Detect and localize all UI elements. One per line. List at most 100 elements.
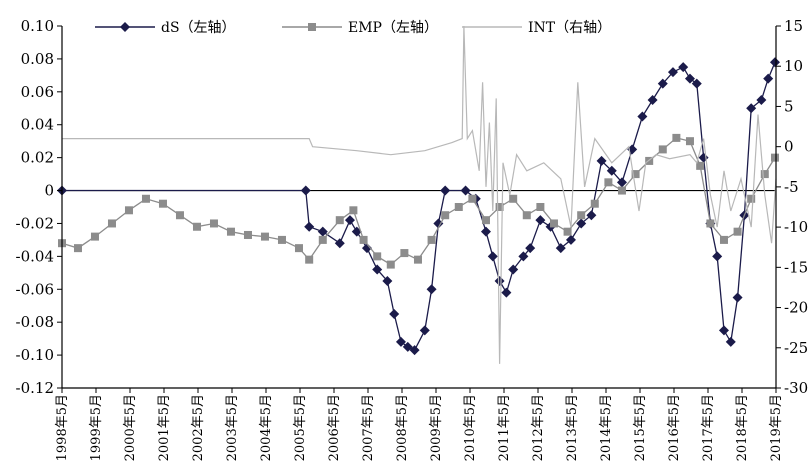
x-axis-tick-label: 2002年5月 xyxy=(191,394,206,461)
series-line xyxy=(62,61,776,352)
x-axis-tick-label: 2018年5月 xyxy=(735,394,750,461)
data-point xyxy=(691,78,702,89)
series-2 xyxy=(62,25,777,364)
data-point xyxy=(672,133,681,142)
left-axis-tick-label: -0.10 xyxy=(16,346,54,364)
data-point xyxy=(344,215,355,226)
data-point xyxy=(277,235,286,244)
data-point xyxy=(386,260,395,269)
x-axis-tick-label: 2003年5月 xyxy=(225,394,240,461)
data-point xyxy=(480,226,491,237)
data-point xyxy=(763,73,774,84)
x-axis-tick-label: 2014年5月 xyxy=(599,394,614,461)
data-point xyxy=(487,251,498,262)
data-point xyxy=(535,215,546,226)
x-axis-tick-label: 1998年5月 xyxy=(55,394,70,461)
legend-marker xyxy=(308,23,316,31)
right-axis-tick-label: 15 xyxy=(784,17,803,35)
data-point xyxy=(226,227,235,236)
data-point xyxy=(243,230,252,239)
data-point xyxy=(536,203,545,211)
data-point xyxy=(335,216,344,225)
data-point xyxy=(441,211,450,220)
data-point xyxy=(604,178,613,187)
left-axis-tick-label: -0.02 xyxy=(16,214,54,232)
legend: dS（左轴） EMP（左轴） INT（右轴） xyxy=(95,20,611,36)
x-axis-tick-label: 1999年5月 xyxy=(89,394,104,461)
data-point xyxy=(563,227,572,236)
right-axis-tick-label: 10 xyxy=(784,57,803,75)
data-point xyxy=(509,194,518,203)
data-point xyxy=(175,211,184,220)
data-point xyxy=(732,292,743,303)
data-point xyxy=(402,341,413,352)
data-point xyxy=(725,336,736,347)
x-axis-tick-label: 2006年5月 xyxy=(327,394,342,461)
data-point xyxy=(606,165,617,176)
right-axis-tick-label: -5 xyxy=(784,178,799,196)
legend-marker xyxy=(120,22,130,32)
data-point xyxy=(361,243,372,254)
x-axis-tick-label: 2000年5月 xyxy=(123,394,138,461)
x-axis-tick-label: 2008年5月 xyxy=(395,394,410,461)
data-point xyxy=(141,194,150,203)
left-axis-tick-label: 0.02 xyxy=(21,149,54,167)
data-point xyxy=(577,211,586,220)
data-point xyxy=(518,251,529,262)
data-point xyxy=(746,103,757,114)
series-layer xyxy=(57,25,780,364)
data-point xyxy=(698,152,709,163)
right-axis-tick-label: -10 xyxy=(784,218,808,236)
data-point xyxy=(413,255,422,264)
data-point xyxy=(318,235,327,244)
data-point xyxy=(645,156,654,165)
legend-label: INT（右轴） xyxy=(528,20,611,36)
data-point xyxy=(756,95,767,106)
data-point xyxy=(158,199,167,208)
legend-entry: EMP（左轴） xyxy=(282,20,438,36)
x-axis-tick-label: 2017年5月 xyxy=(701,394,716,461)
data-point xyxy=(508,264,519,275)
data-point xyxy=(667,67,678,78)
data-point xyxy=(596,155,607,166)
data-point xyxy=(395,336,406,347)
right-axis-tick-label: -25 xyxy=(784,339,808,357)
data-point xyxy=(300,185,311,196)
data-point xyxy=(631,170,640,179)
data-point xyxy=(637,111,648,122)
data-point xyxy=(685,137,694,146)
data-point xyxy=(616,177,627,188)
data-point xyxy=(124,206,133,215)
data-point xyxy=(359,235,368,244)
data-point xyxy=(719,235,728,244)
data-point xyxy=(522,211,531,220)
right-axis-tick-label: -20 xyxy=(784,299,808,317)
data-point xyxy=(317,226,328,237)
data-point xyxy=(770,153,779,162)
data-point xyxy=(372,264,383,275)
data-point xyxy=(586,210,597,221)
axes: 0.10 0.08 0.06 0.04 0.02 0 -0.02 -0.04 -0.06 -0.0… xyxy=(16,17,809,461)
data-point xyxy=(460,185,471,196)
data-point xyxy=(684,73,695,84)
data-point xyxy=(747,194,756,203)
data-point xyxy=(712,251,723,262)
left-axis-tick-label: 0 xyxy=(44,182,54,200)
x-axis-tick-label: 2010年5月 xyxy=(463,394,478,461)
data-point xyxy=(426,284,437,295)
series-line xyxy=(61,137,776,266)
legend-entry: INT（右轴） xyxy=(462,20,611,36)
data-point xyxy=(400,249,409,258)
data-point xyxy=(617,186,626,195)
data-point xyxy=(495,203,504,211)
x-axis-tick-label: 2012年5月 xyxy=(531,394,546,461)
data-point xyxy=(107,219,116,228)
legend-label: dS（左轴） xyxy=(161,20,236,36)
data-point xyxy=(382,276,393,287)
data-point xyxy=(304,221,315,232)
data-point xyxy=(433,218,444,229)
data-point xyxy=(481,216,490,225)
left-axis-tick-label: 0.08 xyxy=(21,50,54,68)
right-axis-tick-label: 0 xyxy=(784,138,794,156)
